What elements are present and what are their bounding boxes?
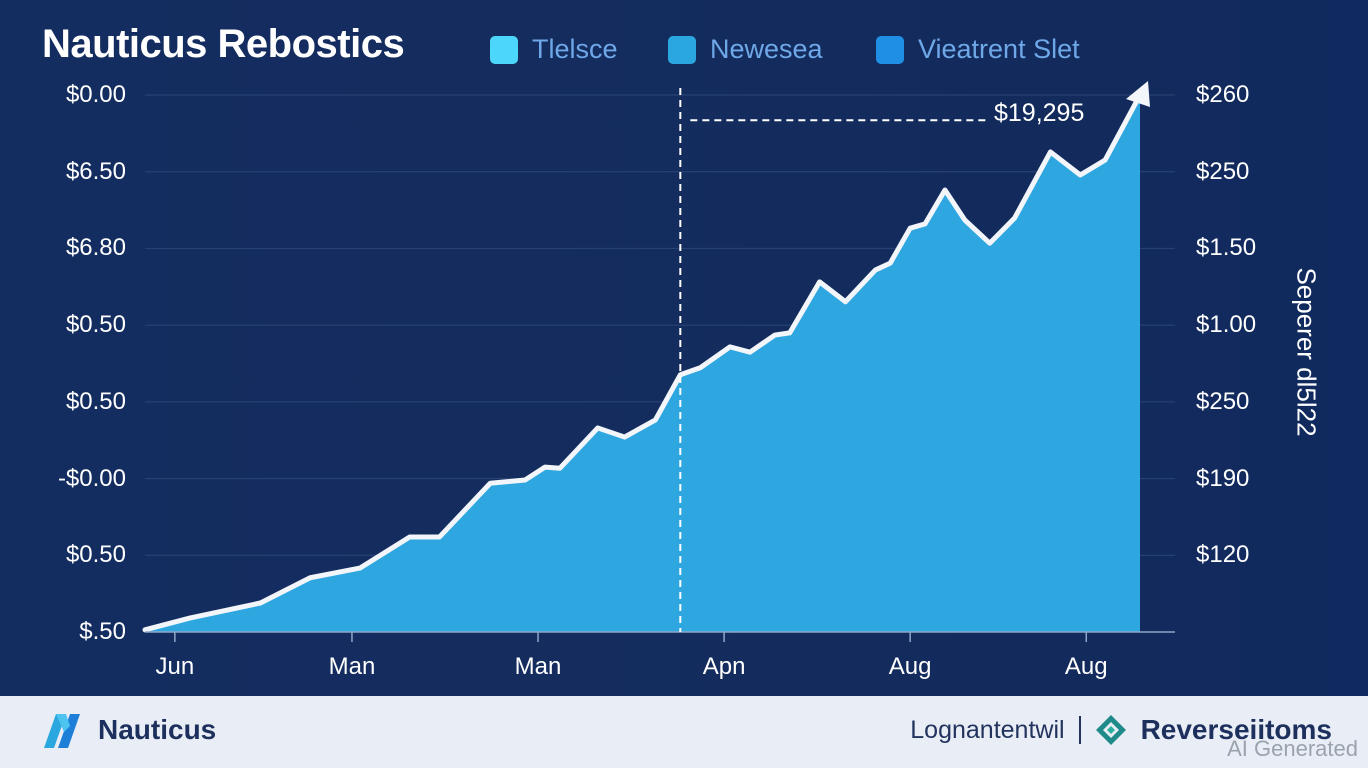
legend-swatch — [668, 35, 696, 64]
left-y-tick-label: $6.50 — [65, 157, 126, 185]
left-y-tick-label: $0.50 — [65, 311, 126, 339]
legend-label: Tlelsce — [532, 34, 618, 64]
arrow-head-icon — [1126, 81, 1150, 107]
plot-area — [142, 81, 1175, 642]
legend-swatch — [876, 35, 904, 64]
partner-brand: Reverseiitoms — [1140, 714, 1332, 745]
right-axis-label: Seperer dl5l22 — [1291, 267, 1322, 437]
right-y-tick-label: $260 — [1196, 81, 1250, 108]
right-y-tick-label: $250 — [1196, 157, 1250, 185]
legend-label: Vieatrent Slet — [918, 34, 1080, 64]
brand-logo-icon — [44, 714, 80, 748]
partner-logo-icon — [1095, 715, 1126, 745]
right-y-tick-label: $190 — [1196, 464, 1250, 492]
annotation-label: $19,295 — [994, 99, 1085, 127]
area-fill — [145, 95, 1140, 632]
right-y-tick-label: $120 — [1196, 541, 1250, 569]
legend-item: Tlelsce — [490, 34, 618, 65]
partner-area: Lognantentwil Reverseiitoms — [910, 714, 1332, 746]
right-y-tick-label: $250 — [1196, 387, 1250, 415]
legend-label: Newesea — [710, 34, 823, 64]
right-y-tick-label: $1.50 — [1196, 234, 1257, 262]
divider — [1078, 716, 1081, 744]
legend-item: Vieatrent Slet — [876, 34, 1080, 65]
series-line — [142, 92, 1143, 633]
footer: Nauticus Lognantentwil Reverseiitoms AI … — [0, 696, 1368, 768]
left-y-tick-label: $0.50 — [65, 541, 126, 569]
brand-name: Nauticus — [98, 714, 217, 745]
x-tick-label: Jun — [155, 653, 195, 680]
legend-item: Newesea — [668, 34, 823, 65]
brand-logo: Nauticus — [42, 710, 216, 750]
x-tick-label: Man — [328, 653, 376, 680]
watermark: AI Generated — [1227, 736, 1358, 761]
legend-swatch — [490, 35, 518, 64]
left-y-tick-label: -$0.00 — [57, 464, 126, 492]
left-y-tick-label: $0.00 — [65, 81, 126, 108]
left-y-tick-label: $0.50 — [65, 387, 126, 415]
left-y-tick-label: $.50 — [79, 618, 126, 645]
chart-title: Nauticus Rebostics — [42, 22, 405, 66]
x-tick-label: Aug — [1064, 653, 1108, 680]
partner-text: Lognantentwil — [910, 715, 1065, 744]
x-tick-label: Apn — [702, 653, 746, 680]
left-y-tick-label: $6.80 — [65, 234, 126, 262]
x-tick-label: Aug — [888, 653, 932, 680]
right-y-tick-label: $1.00 — [1196, 311, 1257, 339]
x-tick-label: Man — [514, 653, 562, 680]
